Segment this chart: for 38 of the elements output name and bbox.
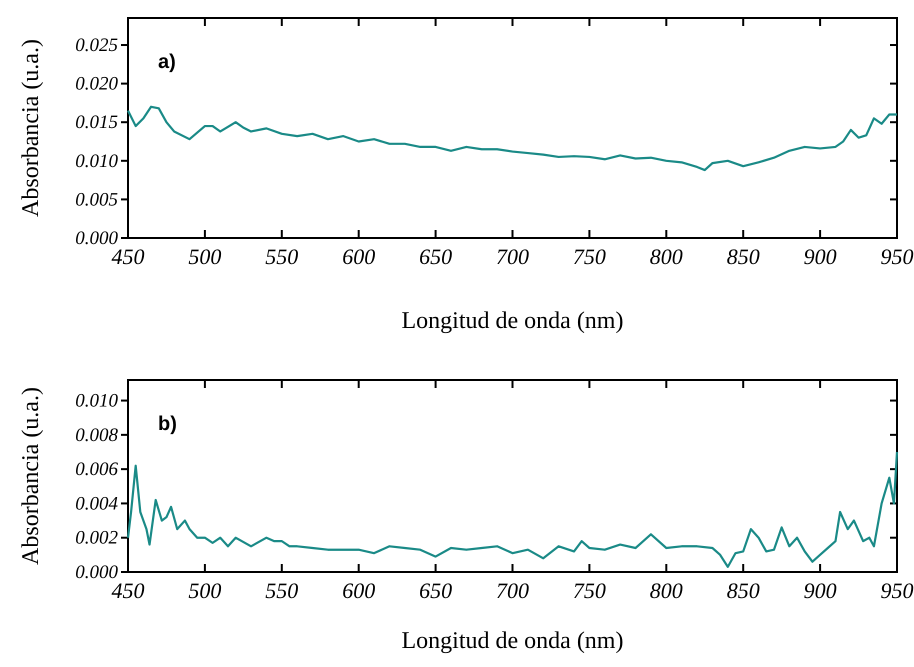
- y-tick-label: 0.002: [75, 528, 118, 549]
- line-series: [126, 450, 898, 568]
- annotation: b): [158, 413, 177, 435]
- x-tick-label: 800: [650, 578, 683, 603]
- line-series: [126, 106, 898, 172]
- x-tick-label: 800: [650, 244, 683, 269]
- x-tick-label: 750: [572, 578, 606, 603]
- x-tick-label: 550: [265, 578, 298, 603]
- x-tick-label: 600: [342, 578, 376, 603]
- x-tick-label: 850: [726, 244, 760, 269]
- x-tick-label: 850: [726, 578, 760, 603]
- y-tick-label: 0.010: [75, 390, 118, 412]
- x-axis-title: Longitud de onda (nm): [402, 308, 624, 334]
- y-tick-label: 0.015: [75, 112, 118, 134]
- y-tick-label: 0.025: [75, 35, 118, 56]
- y-axis-title: Absorbancia (u.a.): [18, 387, 44, 565]
- x-tick-label: 500: [188, 578, 222, 603]
- x-tick-label: 700: [496, 244, 529, 269]
- x-tick-label: 900: [804, 578, 837, 603]
- x-tick-label: 500: [188, 244, 222, 269]
- x-tick-label: 650: [419, 578, 452, 603]
- x-tick-label: 550: [265, 244, 298, 269]
- x-tick-label: 700: [496, 578, 529, 603]
- y-axis-title: Absorbancia (u.a.): [18, 39, 44, 217]
- y-tick-label: 0.004: [75, 493, 118, 514]
- x-tick-label: 950: [880, 578, 914, 603]
- x-tick-label: 900: [804, 244, 837, 269]
- y-tick-label: 0.010: [75, 150, 118, 172]
- x-tick-label: 950: [880, 244, 914, 269]
- x-axis-title: Longitud de onda (nm): [402, 628, 624, 654]
- x-tick-label: 600: [342, 244, 376, 269]
- y-tick-label: 0.006: [75, 459, 118, 480]
- y-tick-label: 0.020: [75, 74, 118, 95]
- y-tick-label: 0.005: [75, 189, 118, 210]
- y-tick-label: 0.008: [75, 424, 118, 446]
- x-tick-label: 650: [419, 244, 452, 269]
- annotation: a): [158, 51, 176, 73]
- x-tick-label: 750: [572, 244, 606, 269]
